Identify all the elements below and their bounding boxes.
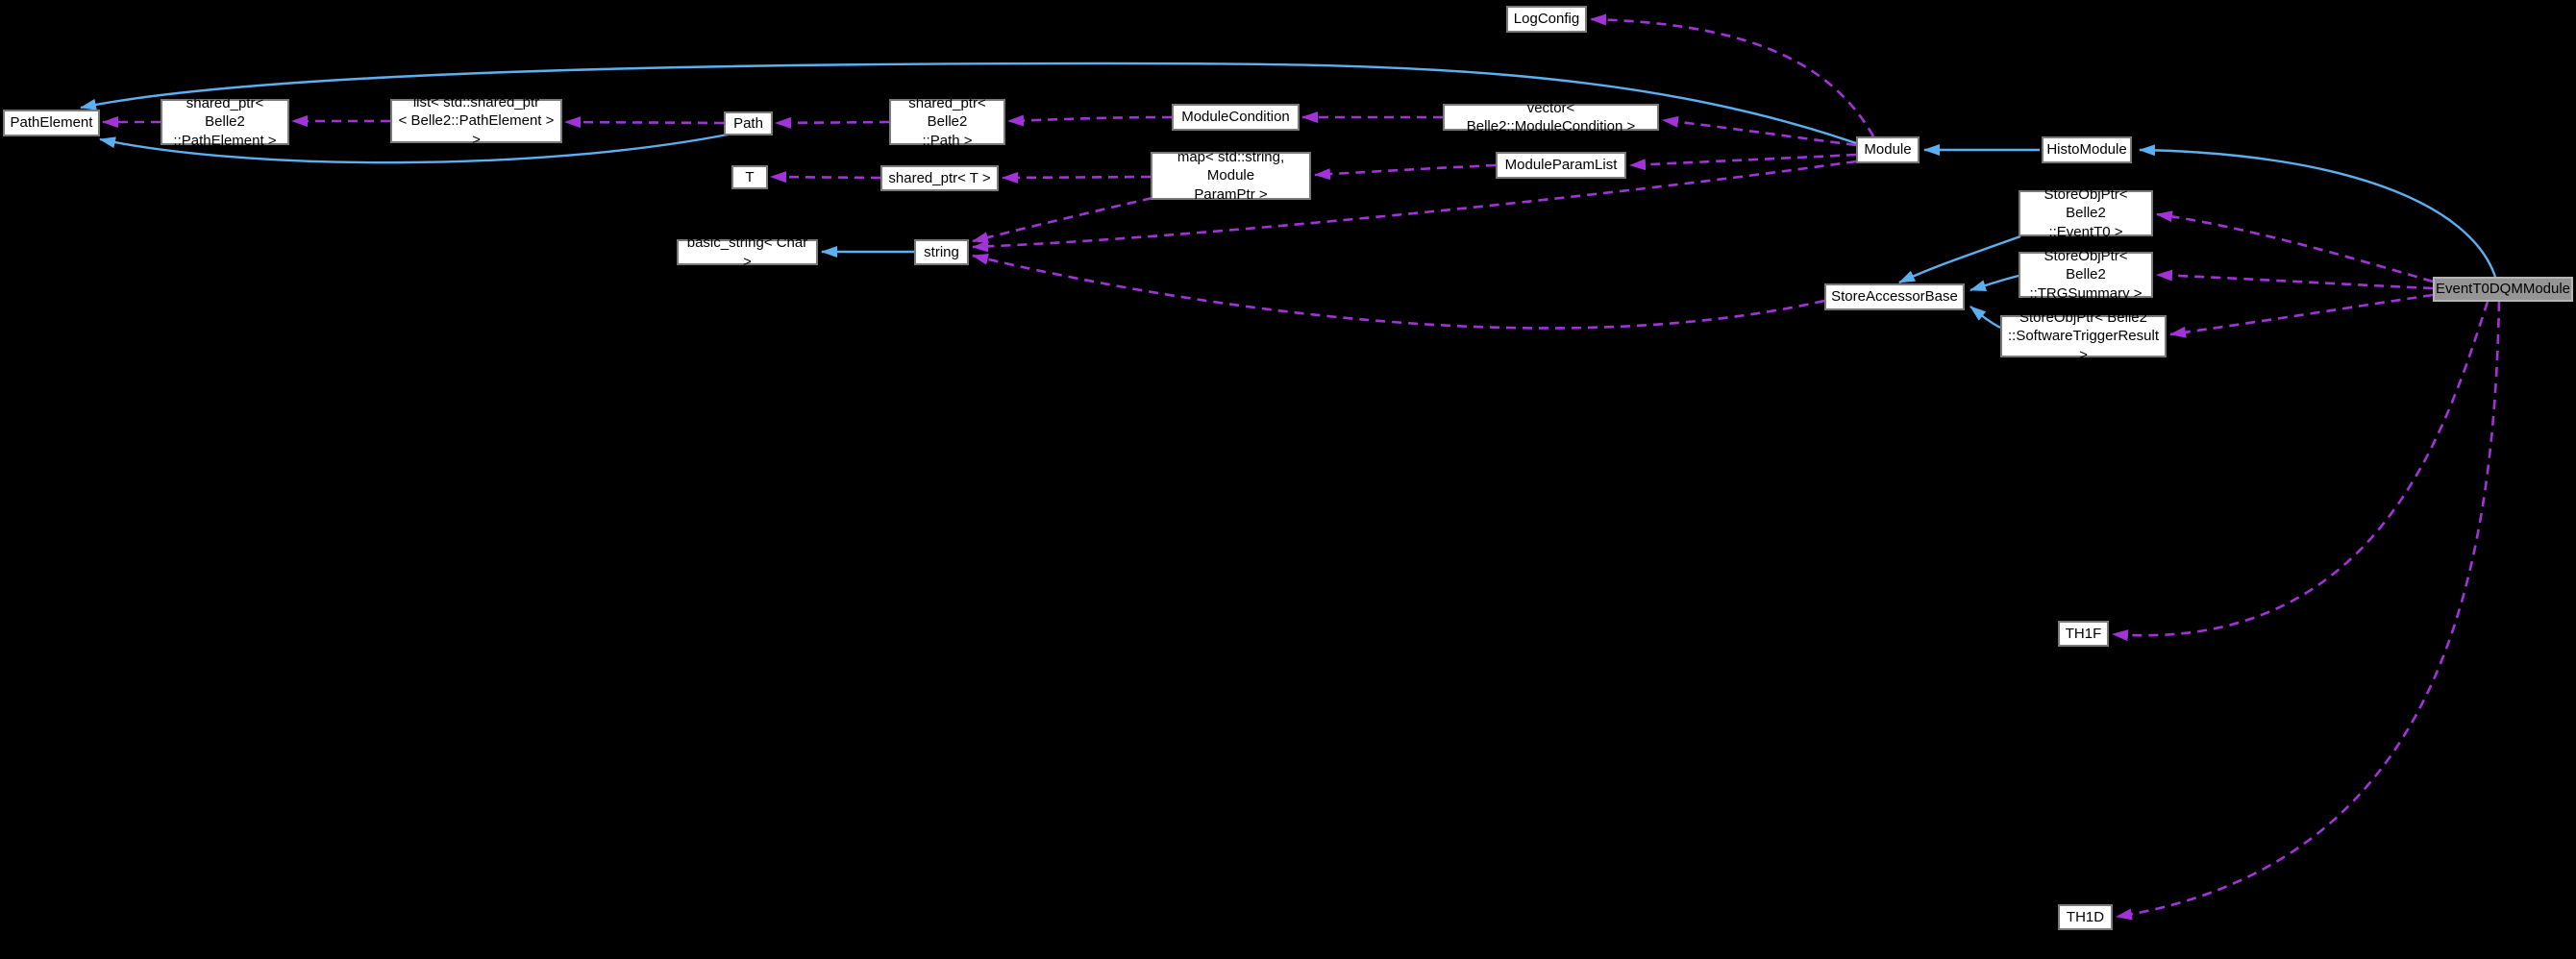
edge-path-to-list xyxy=(564,116,725,129)
edge-eventt0dqmmodule-to-storeobjptr-trgsummary xyxy=(2156,269,2434,290)
node-basic-string[interactable]: basic_string< Char > xyxy=(677,234,818,270)
node-path[interactable]: Path xyxy=(724,111,773,135)
edge-path-to-pathelement xyxy=(99,133,729,164)
node-storeaccessorbase[interactable]: StoreAccessorBase xyxy=(1824,283,1965,310)
edge-module-to-moduleparamlist xyxy=(1629,153,1857,171)
edge-eventt0dqmmodule-to-histomodule xyxy=(2139,144,2497,278)
node-moduleparamlist[interactable]: ModuleParamList xyxy=(1496,152,1626,179)
node-shared-ptr-t[interactable]: shared_ptr< T > xyxy=(880,165,999,191)
edge-eventt0dqmmodule-to-storeobjptr-eventt0 xyxy=(2156,210,2434,283)
node-shared-ptr-pathelement[interactable]: shared_ptr< Belle2 ::PathElement > xyxy=(161,95,289,149)
edge-storeobjptr-eventt0-to-storeaccessorbase xyxy=(1898,234,2021,284)
edge-storeaccessorbase-to-string xyxy=(972,253,1825,330)
node-eventt0dqmmodule[interactable]: EventT0DQMModule xyxy=(2433,277,2573,302)
node-map-moduleparamptr[interactable]: map< std::string, Module ParamPtr > xyxy=(1151,149,1311,203)
edge-eventt0dqmmodule-to-storeobjptr-softwaretriggerresult xyxy=(2169,293,2434,338)
edge-map-to-string xyxy=(972,196,1153,243)
node-pathelement[interactable]: PathElement xyxy=(3,110,100,136)
node-histomodule[interactable]: HistoModule xyxy=(2042,136,2132,163)
edge-eventt0dqmmodule-to-th1d xyxy=(2116,301,2501,921)
edge-sp-path-to-path xyxy=(775,116,890,129)
node-storeobjptr-trgsummary[interactable]: StoreObjPtr< Belle2 ::TRGSummary > xyxy=(2019,248,2153,302)
node-module[interactable]: Module xyxy=(1856,136,1920,163)
edge-module-to-vector xyxy=(1662,115,1857,147)
edge-modulecondition-to-sp-path xyxy=(1007,114,1173,127)
edge-module-to-pathelement xyxy=(80,61,1857,145)
node-logconfig[interactable]: LogConfig xyxy=(1506,6,1587,33)
node-string[interactable]: string xyxy=(914,239,969,265)
node-storeobjptr-eventt0[interactable]: StoreObjPtr< Belle2 ::EventT0 > xyxy=(2019,186,2153,240)
node-vector-modulecondition[interactable]: vector< Belle2::ModuleCondition > xyxy=(1443,100,1659,135)
node-th1f[interactable]: TH1F xyxy=(2058,621,2109,647)
edge-storeobjptr-trgsummary-to-storeaccessorbase xyxy=(1969,274,2019,292)
node-list-shared-ptr-pathelement[interactable]: list< std::shared_ptr < Belle2::PathElem… xyxy=(390,94,562,148)
edge-map-to-sp-t xyxy=(1002,171,1152,184)
node-t[interactable]: T xyxy=(731,165,768,189)
node-shared-ptr-path[interactable]: shared_ptr< Belle2 ::Path > xyxy=(889,95,1005,149)
edge-module-to-logconfig xyxy=(1590,13,1875,137)
node-storeobjptr-softwaretriggerresult[interactable]: StoreObjPtr< Belle2 ::SoftwareTriggerRes… xyxy=(2000,309,2167,363)
edge-sp-t-to-t xyxy=(770,171,881,184)
node-th1d[interactable]: TH1D xyxy=(2058,904,2113,930)
edge-module-to-string xyxy=(972,160,1857,253)
edge-eventt0dqmmodule-to-th1f xyxy=(2112,301,2489,642)
edge-storeobjptr-softwaretriggerresult-to-storeaccessorbase xyxy=(1969,306,2001,330)
edge-moduleparamlist-to-map xyxy=(1314,163,1497,181)
node-modulecondition[interactable]: ModuleCondition xyxy=(1172,104,1300,131)
